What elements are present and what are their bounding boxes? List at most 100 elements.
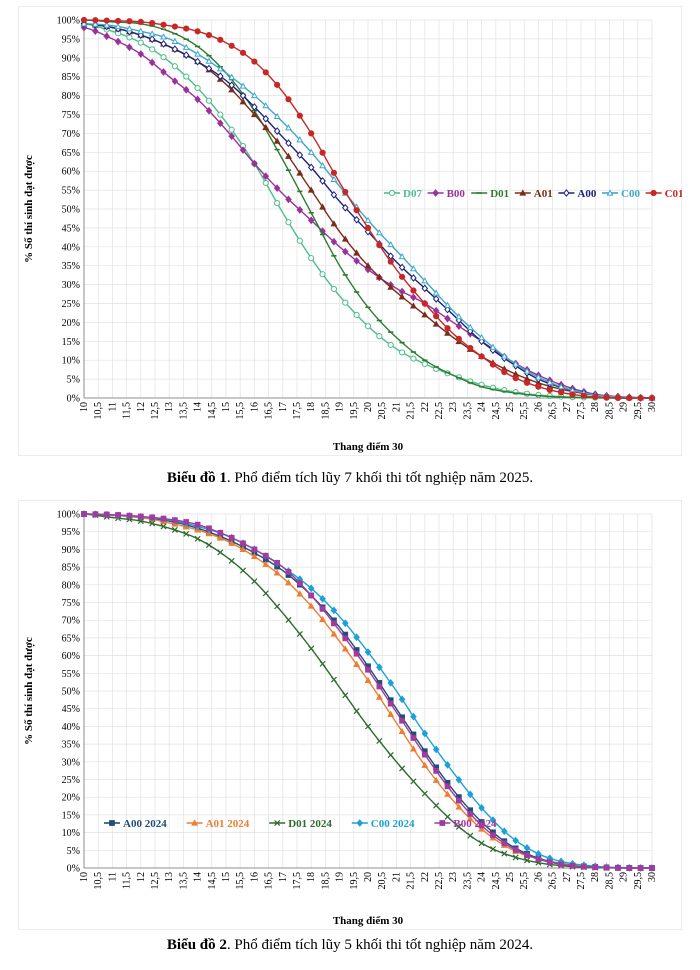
data-point — [228, 86, 236, 93]
data-point — [626, 394, 633, 402]
data-point — [239, 49, 247, 56]
x-tick-label: 11,5 — [122, 872, 133, 889]
data-point — [398, 349, 406, 356]
data-point — [501, 368, 508, 376]
data-point — [489, 846, 496, 853]
data-point — [387, 751, 394, 759]
data-point — [262, 123, 270, 131]
data-point — [399, 717, 405, 724]
data-point — [183, 519, 190, 525]
legend-item: B00 — [427, 188, 465, 200]
data-point — [512, 836, 519, 845]
data-point — [205, 541, 212, 549]
x-tick-label: 13 — [164, 402, 175, 412]
data-point — [205, 57, 213, 64]
data-point — [558, 861, 564, 868]
x-tick-label: 27 — [562, 402, 573, 412]
series-c00 — [80, 20, 656, 401]
data-point — [432, 745, 440, 754]
data-point — [478, 353, 485, 360]
data-point — [262, 590, 269, 597]
y-tick-label: 90% — [62, 53, 80, 64]
data-point — [148, 35, 156, 44]
data-point — [421, 284, 429, 293]
data-point — [364, 224, 372, 231]
y-tick-label: 30% — [62, 757, 80, 768]
data-point — [125, 25, 133, 32]
x-tick-label: 16,5 — [264, 872, 275, 890]
x-tick-label: 22,5 — [434, 402, 445, 420]
x-tick-label: 20,5 — [377, 402, 388, 420]
data-point — [489, 343, 497, 350]
data-point — [535, 856, 542, 862]
data-point — [398, 695, 406, 704]
legend-item: C01 — [645, 188, 682, 200]
data-point — [444, 305, 451, 314]
data-point — [387, 679, 394, 687]
y-tick-label: 5% — [67, 375, 80, 386]
data-point — [285, 616, 292, 623]
x-tick-label: 22 — [420, 402, 431, 412]
x-tick-label: 26 — [533, 872, 544, 882]
data-point — [330, 190, 338, 199]
data-point — [387, 700, 394, 707]
data-point — [137, 518, 144, 525]
data-point — [194, 57, 201, 66]
data-point — [398, 293, 406, 300]
data-point — [274, 603, 281, 610]
data-point — [592, 393, 599, 400]
data-point — [364, 648, 372, 656]
x-tick-label: 11 — [107, 872, 118, 882]
caption-2-label: Biểu đồ 2 — [166, 937, 227, 953]
data-point — [307, 216, 315, 225]
data-point — [330, 676, 337, 683]
data-point — [557, 383, 565, 390]
data-point — [455, 335, 462, 342]
data-point — [626, 865, 633, 871]
data-point — [296, 590, 304, 597]
data-point — [240, 540, 246, 547]
x-tick-label: 27,5 — [576, 402, 587, 420]
data-point — [398, 252, 406, 260]
data-point — [239, 545, 247, 553]
data-point — [250, 91, 258, 99]
x-tick-label: 19,5 — [349, 872, 360, 890]
x-tick-label: 14,5 — [207, 872, 218, 890]
chart-cumulative-2025: 10 10,5 11 11,5 12 12,5 13 13,5 14 14,5 15 15,5 16 16… — [18, 6, 682, 456]
data-point — [501, 827, 508, 836]
data-point — [285, 579, 292, 586]
data-point — [114, 17, 122, 25]
data-point — [432, 295, 440, 303]
data-point — [455, 775, 463, 784]
x-tick-label: 29,5 — [633, 872, 644, 890]
data-point — [353, 311, 360, 319]
data-point — [410, 712, 417, 721]
data-point — [466, 790, 474, 799]
data-point — [569, 863, 576, 869]
data-point — [296, 630, 303, 637]
y-tick-label: 20% — [62, 318, 80, 329]
data-point — [330, 285, 338, 293]
data-point — [194, 95, 201, 104]
y-axis-title: % Số thí sinh đạt được — [23, 637, 35, 745]
legend-item: A01 2024 — [186, 818, 250, 830]
data-point — [319, 162, 327, 169]
data-point — [444, 783, 451, 790]
data-point — [512, 847, 519, 853]
legend-marker — [274, 819, 281, 827]
x-tick-label: 24,5 — [491, 872, 502, 890]
data-point — [262, 102, 270, 109]
data-point — [183, 73, 190, 80]
data-point — [160, 33, 167, 40]
data-point — [149, 514, 156, 521]
data-point — [410, 355, 417, 362]
legend-marker — [388, 189, 396, 197]
legend-label: B00 2024 — [453, 818, 497, 830]
data-point — [523, 379, 531, 386]
data-point — [285, 195, 292, 204]
data-point — [546, 386, 553, 393]
data-point — [262, 172, 270, 181]
data-point — [342, 619, 349, 628]
x-tick-label: 24,5 — [491, 402, 502, 420]
x-tick-label: 22,5 — [434, 872, 445, 890]
